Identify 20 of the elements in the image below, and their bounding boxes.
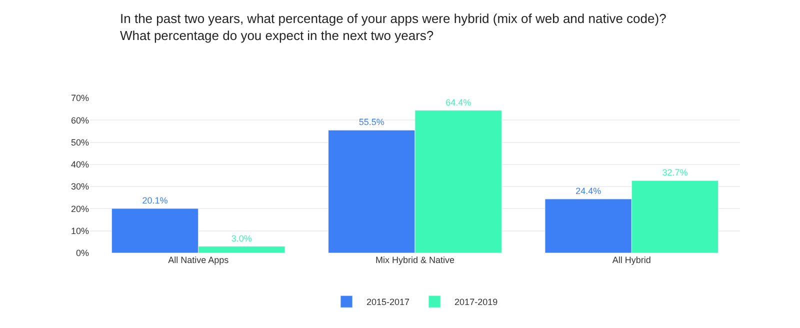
y-tick-label: 70% [70, 93, 89, 104]
x-tick-label: All Hybrid [612, 255, 651, 265]
data-label: 20.1% [142, 195, 168, 206]
x-tick-label: Mix Hybrid & Native [375, 255, 455, 265]
x-tick-label: All Native Apps [168, 255, 230, 265]
y-tick-label: 40% [70, 160, 89, 170]
data-label: 55.5% [358, 117, 384, 128]
y-tick-label: 10% [70, 226, 89, 236]
y-tick-label: 30% [70, 182, 89, 192]
chart-title: In the past two years, what percentage of your apps were hybrid (mix of web and native code)? What percentage do you expect in the next two years? [120, 10, 666, 43]
data-label: 3.0% [231, 233, 252, 244]
legend-label: 2017-2019 [454, 297, 498, 308]
y-tick-label: 20% [70, 204, 89, 214]
y-tick-label: 60% [70, 115, 89, 126]
data-label: 32.7% [662, 168, 688, 178]
y-tick-label: 50% [70, 137, 89, 148]
legend-label: 2015-2017 [366, 297, 410, 308]
data-label: 24.4% [576, 186, 602, 196]
y-tick-label: 0% [76, 248, 89, 258]
data-label: 64.4% [446, 97, 472, 108]
